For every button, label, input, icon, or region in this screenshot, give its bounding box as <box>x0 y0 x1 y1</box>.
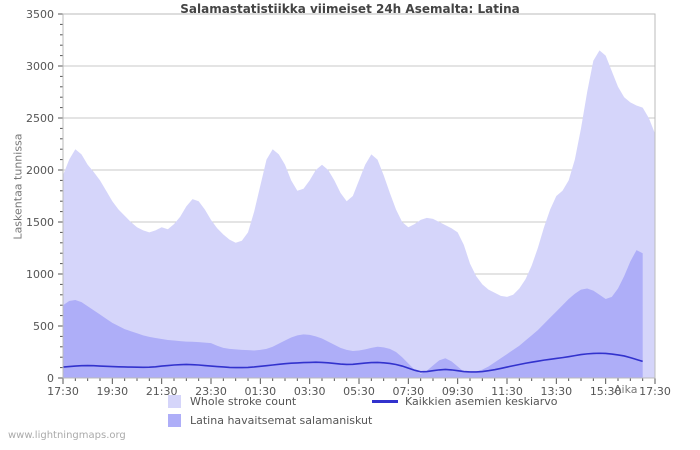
svg-text:13:30: 13:30 <box>540 385 572 398</box>
legend-swatch-latina-strokes <box>168 414 181 427</box>
svg-text:2500: 2500 <box>26 112 54 125</box>
x-axis-title: Aika <box>614 383 638 396</box>
svg-text:23:30: 23:30 <box>195 385 227 398</box>
legend-label-latina-strokes: Latina havaitsemat salamaniskut <box>190 414 373 427</box>
plot-border <box>62 13 656 379</box>
svg-text:3500: 3500 <box>26 8 54 21</box>
area-whole-stroke-count <box>63 50 655 379</box>
line-all-stations-average <box>62 352 643 373</box>
svg-text:3000: 3000 <box>26 60 54 73</box>
svg-text:01:30: 01:30 <box>244 385 276 398</box>
legend-item-whole-stroke-count: Whole stroke count <box>168 395 296 408</box>
legend-item-average: Kaikkien asemien keskiarvo <box>372 395 558 408</box>
y-axis-ticks: 0 500 1000 1500 2000 2500 3000 3500 <box>26 8 63 385</box>
legend-label-whole-stroke-count: Whole stroke count <box>190 395 297 408</box>
svg-text:17:30: 17:30 <box>639 385 671 398</box>
chart-legend: Whole stroke count Latina havaitsemat sa… <box>0 392 700 432</box>
svg-text:11:30: 11:30 <box>491 385 523 398</box>
x-axis-ticks: 17:30 19:30 21:30 23:30 01:30 03:30 05:30 07:30… <box>47 378 671 398</box>
footer-url: www.lightningmaps.org <box>8 430 126 441</box>
svg-text:0: 0 <box>47 372 54 385</box>
svg-text:09:30: 09:30 <box>442 385 474 398</box>
svg-text:2000: 2000 <box>26 164 54 177</box>
svg-text:1500: 1500 <box>26 216 54 229</box>
svg-text:21:30: 21:30 <box>146 385 178 398</box>
legend-swatch-whole-stroke-count <box>168 395 181 408</box>
legend-item-latina-strokes: Latina havaitsemat salamaniskut <box>168 414 372 427</box>
svg-text:15:30: 15:30 <box>590 385 622 398</box>
svg-text:19:30: 19:30 <box>96 385 128 398</box>
svg-text:1000: 1000 <box>26 268 54 281</box>
svg-text:17:30: 17:30 <box>47 385 79 398</box>
legend-label-average: Kaikkien asemien keskiarvo <box>405 395 558 408</box>
legend-swatch-average <box>372 400 398 403</box>
svg-text:500: 500 <box>33 320 54 333</box>
area-latina-strokes <box>63 250 643 378</box>
svg-text:05:30: 05:30 <box>343 385 375 398</box>
svg-text:03:30: 03:30 <box>294 385 326 398</box>
svg-text:07:30: 07:30 <box>392 385 424 398</box>
page-title: Salamastatistiikka viimeiset 24h Asemalt… <box>180 2 520 16</box>
